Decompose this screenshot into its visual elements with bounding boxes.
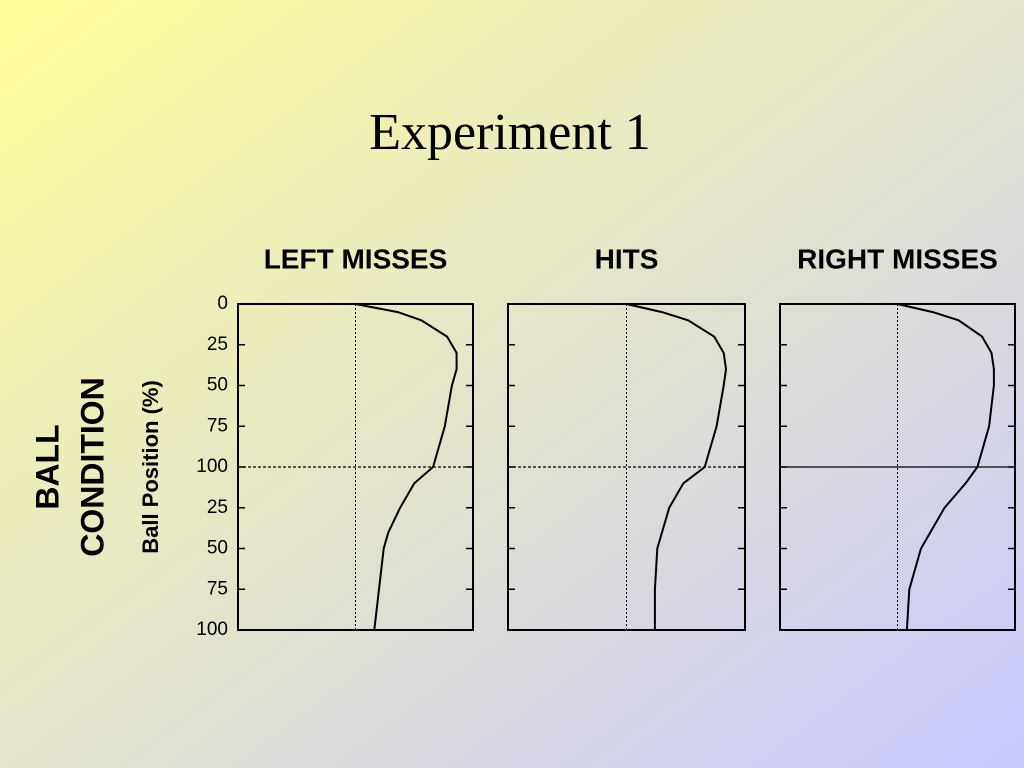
group-label: BALL <box>29 424 65 509</box>
y-axis-label: Ball Position (%) <box>138 380 163 554</box>
y-tick-label: 50 <box>207 375 228 396</box>
group-label: CONDITION <box>74 377 110 557</box>
curve <box>355 303 458 631</box>
y-tick-label: 75 <box>207 578 228 599</box>
y-tick-label: 25 <box>207 497 228 518</box>
y-tick-label: 100 <box>196 456 228 477</box>
slide-title: Experiment 1 <box>369 104 651 161</box>
curve <box>626 303 728 630</box>
y-tick-label: 100 <box>196 619 228 640</box>
y-tick-label: 25 <box>207 334 228 355</box>
panel-title: RIGHT MISSES <box>797 243 998 274</box>
panel-title: HITS <box>595 243 659 274</box>
y-tick-label: 50 <box>207 538 228 559</box>
y-tick-label: 75 <box>207 415 228 436</box>
y-tick-label: 0 <box>217 293 228 314</box>
curve <box>897 303 995 631</box>
panel-title: LEFT MISSES <box>264 243 448 274</box>
